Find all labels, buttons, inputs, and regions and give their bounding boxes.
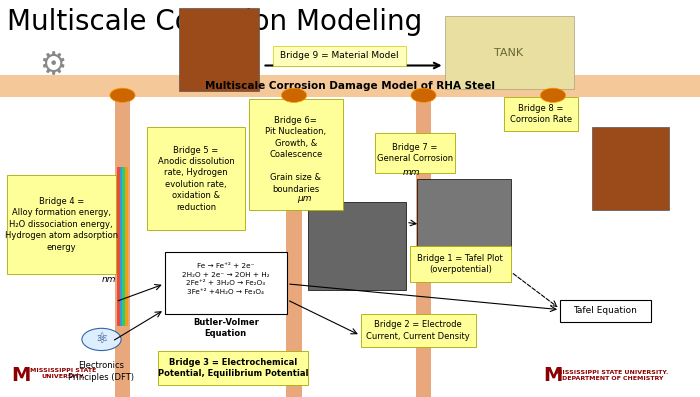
- Text: Bridge 2 = Electrode
Current, Current Density: Bridge 2 = Electrode Current, Current De…: [366, 320, 470, 341]
- Bar: [120, 167, 122, 326]
- Circle shape: [110, 88, 135, 102]
- Text: Electronics
Principles (DFT): Electronics Principles (DFT): [69, 361, 134, 382]
- Bar: [164, 252, 287, 314]
- Text: M: M: [11, 366, 31, 385]
- Circle shape: [82, 328, 121, 351]
- Text: Fe → Fe⁺² + 2e⁻
2H₂O + 2e⁻ → 2OH + H₂
2Fe⁺² + 3H₂O → Fe₂O₃
3Fe⁺² +4H₂O → Fe₃O₄: Fe → Fe⁺² + 2e⁻ 2H₂O + 2e⁻ → 2OH + H₂ 2F…: [182, 263, 270, 295]
- Text: Butler-Volmer
Equation: Butler-Volmer Equation: [193, 318, 259, 338]
- Bar: [117, 167, 120, 326]
- Text: Tafel Equation: Tafel Equation: [573, 306, 638, 315]
- Text: TANK: TANK: [494, 48, 524, 58]
- Text: Multiscale Corrosion Modeling: Multiscale Corrosion Modeling: [7, 8, 422, 36]
- Text: Bridge 8 =
Corrosion Rate: Bridge 8 = Corrosion Rate: [510, 104, 572, 124]
- Text: Bridge 5 =
Anodic dissolution
rate, Hydrogen
evolution rate,
oxidation &
reducti: Bridge 5 = Anodic dissolution rate, Hydr…: [158, 146, 234, 212]
- Bar: [248, 99, 343, 210]
- Text: ⚛: ⚛: [95, 332, 108, 347]
- Text: Bridge 3 = Electrochemical
Potential, Equilibrium Potential: Bridge 3 = Electrochemical Potential, Eq…: [158, 358, 308, 378]
- Bar: [147, 127, 245, 230]
- Bar: [416, 179, 511, 250]
- Circle shape: [411, 88, 436, 102]
- Bar: [308, 202, 406, 290]
- Circle shape: [281, 88, 307, 102]
- Bar: [178, 8, 259, 91]
- Bar: [158, 351, 308, 385]
- Bar: [360, 314, 476, 347]
- Bar: [504, 97, 578, 131]
- Text: MISSISSIPPI STATE
UNIVERSITY.: MISSISSIPPI STATE UNIVERSITY.: [30, 368, 96, 379]
- Bar: [7, 175, 116, 274]
- Bar: [545, 28, 561, 97]
- Bar: [592, 127, 668, 210]
- Bar: [286, 97, 302, 397]
- Bar: [122, 167, 125, 326]
- Bar: [560, 300, 651, 322]
- Text: μm: μm: [298, 194, 312, 203]
- Bar: [444, 16, 574, 89]
- Bar: [0, 75, 700, 97]
- Bar: [374, 133, 455, 173]
- Bar: [115, 97, 130, 397]
- Circle shape: [540, 88, 566, 102]
- Bar: [273, 46, 406, 66]
- Text: Multiscale Corrosion Damage Model of RHA Steel: Multiscale Corrosion Damage Model of RHA…: [205, 81, 495, 91]
- Text: Bridge 9 = Material Model: Bridge 9 = Material Model: [280, 52, 399, 60]
- Text: mm: mm: [402, 168, 420, 177]
- Text: nm: nm: [102, 276, 116, 284]
- Text: Bridge 1 = Tafel Plot
(overpotential): Bridge 1 = Tafel Plot (overpotential): [417, 254, 503, 274]
- Bar: [125, 167, 128, 326]
- Text: M: M: [543, 366, 563, 385]
- Text: Bridge 6=
Pit Nucleation,
Growth, &
Coalescence

Grain size &
boundaries: Bridge 6= Pit Nucleation, Growth, & Coal…: [265, 116, 326, 194]
- Text: Bridge 7 =
General Corrosion: Bridge 7 = General Corrosion: [377, 143, 453, 163]
- Bar: [410, 246, 511, 282]
- Text: ⚙: ⚙: [38, 51, 66, 80]
- Text: Bridge 4 =
Alloy formation energy,
H₂O dissociation energy,
Hydrogen atom adsorp: Bridge 4 = Alloy formation energy, H₂O d…: [5, 197, 118, 252]
- Text: MISSISSIPPI STATE UNIVERSITY.
DEPARTMENT OF CHEMISTRY: MISSISSIPPI STATE UNIVERSITY. DEPARTMENT…: [556, 370, 668, 381]
- Bar: [416, 97, 431, 397]
